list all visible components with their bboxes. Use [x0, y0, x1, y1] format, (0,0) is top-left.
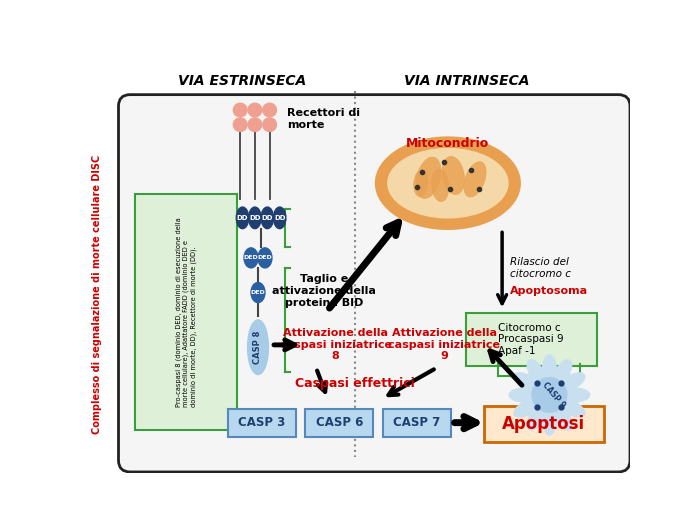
Text: Apoptosoma: Apoptosoma: [510, 286, 588, 296]
Text: Mitocondrio: Mitocondrio: [406, 137, 489, 149]
FancyBboxPatch shape: [484, 406, 603, 442]
Ellipse shape: [514, 373, 542, 393]
Ellipse shape: [527, 403, 547, 430]
Text: VIA INTRINSECA: VIA INTRINSECA: [405, 74, 530, 88]
Text: DED: DED: [258, 255, 272, 260]
Circle shape: [233, 103, 247, 117]
Ellipse shape: [248, 320, 268, 374]
Text: DD: DD: [262, 215, 273, 221]
Ellipse shape: [251, 282, 265, 303]
FancyBboxPatch shape: [118, 95, 630, 472]
Text: Taglio e
attivazione della
proteina BID: Taglio e attivazione della proteina BID: [272, 275, 376, 307]
Text: DD: DD: [237, 215, 248, 221]
Ellipse shape: [237, 207, 248, 229]
Ellipse shape: [542, 404, 556, 435]
Circle shape: [262, 118, 276, 131]
Text: DED: DED: [251, 290, 265, 295]
Ellipse shape: [557, 397, 584, 417]
Ellipse shape: [261, 207, 274, 229]
Text: CASP 9: CASP 9: [540, 380, 566, 410]
Text: DD: DD: [274, 215, 286, 221]
Text: Recettori di
morte: Recettori di morte: [288, 109, 360, 130]
Text: Attivazione della
caspasi iniziatrice
8: Attivazione della caspasi iniziatrice 8: [279, 328, 391, 361]
Ellipse shape: [442, 156, 465, 195]
Circle shape: [533, 378, 566, 412]
Circle shape: [262, 103, 276, 117]
Ellipse shape: [414, 170, 428, 197]
Ellipse shape: [557, 373, 584, 393]
Text: Complesso di segnalazione di morte cellulare DISC: Complesso di segnalazione di morte cellu…: [92, 155, 102, 435]
Text: Caspasi effettrici: Caspasi effettrici: [295, 377, 414, 390]
Ellipse shape: [464, 162, 486, 197]
Ellipse shape: [552, 403, 572, 430]
Ellipse shape: [376, 138, 519, 229]
Text: Attivazione della
caspasi iniziatrice
9: Attivazione della caspasi iniziatrice 9: [388, 328, 500, 361]
Ellipse shape: [248, 207, 261, 229]
Ellipse shape: [509, 388, 540, 402]
Ellipse shape: [552, 360, 572, 387]
Text: DED: DED: [244, 255, 258, 260]
Text: Citocromo c
Procaspasi 9
Apaf -1: Citocromo c Procaspasi 9 Apaf -1: [498, 323, 564, 356]
Text: CASP 8: CASP 8: [253, 330, 262, 364]
Text: Pro-caspasi 8 (dominio DED, dominio di esecuzione della
morte cellulare), Adatta: Pro-caspasi 8 (dominio DED, dominio di e…: [175, 218, 197, 408]
FancyBboxPatch shape: [305, 409, 374, 437]
Ellipse shape: [416, 157, 441, 198]
FancyBboxPatch shape: [466, 312, 596, 365]
Ellipse shape: [431, 169, 449, 202]
Text: Apoptosi: Apoptosi: [503, 415, 585, 433]
Circle shape: [248, 103, 262, 117]
Ellipse shape: [244, 248, 258, 268]
FancyBboxPatch shape: [383, 409, 451, 437]
Text: CASP 7: CASP 7: [393, 416, 440, 429]
Text: VIA ESTRINSECA: VIA ESTRINSECA: [178, 74, 307, 88]
Text: Rilascio del
citocromo c: Rilascio del citocromo c: [510, 257, 571, 279]
FancyBboxPatch shape: [228, 409, 296, 437]
Ellipse shape: [527, 360, 547, 387]
Ellipse shape: [514, 397, 542, 417]
Ellipse shape: [274, 207, 286, 229]
Circle shape: [248, 118, 262, 131]
FancyBboxPatch shape: [135, 194, 237, 430]
Text: DD: DD: [249, 215, 260, 221]
Text: CASP 6: CASP 6: [316, 416, 363, 429]
Circle shape: [233, 118, 247, 131]
Ellipse shape: [559, 388, 589, 402]
Text: CASP 3: CASP 3: [238, 416, 286, 429]
Ellipse shape: [258, 248, 272, 268]
Ellipse shape: [542, 355, 556, 386]
Ellipse shape: [388, 148, 508, 218]
